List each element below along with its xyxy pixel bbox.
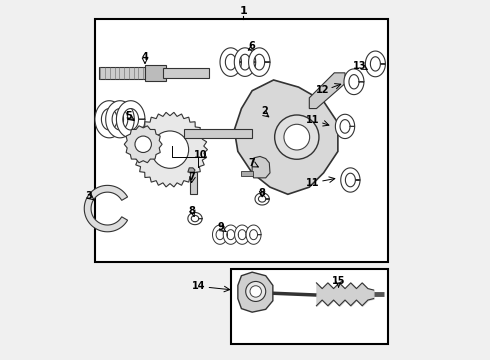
Polygon shape [132,112,207,187]
Bar [98,67,145,78]
Text: 2: 2 [261,107,268,116]
Polygon shape [117,101,145,138]
Text: 9: 9 [218,222,224,232]
Text: 14: 14 [192,282,205,292]
Circle shape [275,115,319,159]
Bar [163,68,209,78]
Polygon shape [234,80,338,194]
Circle shape [245,282,266,301]
Polygon shape [234,48,256,76]
Text: 6: 6 [249,41,255,51]
Circle shape [284,124,310,150]
Polygon shape [309,73,345,109]
Text: 15: 15 [332,276,345,286]
Text: 4: 4 [142,52,148,62]
Text: 8: 8 [189,206,196,216]
Polygon shape [95,101,123,138]
Text: 7: 7 [189,172,196,182]
Circle shape [250,286,262,297]
Bar [145,65,167,81]
Bar [184,129,252,138]
Text: 10: 10 [194,150,207,160]
Polygon shape [220,48,242,76]
Text: 11: 11 [306,178,319,188]
Polygon shape [255,193,270,205]
Polygon shape [252,157,270,178]
Polygon shape [84,185,127,232]
Bar [231,269,388,344]
Polygon shape [335,114,355,139]
Polygon shape [366,51,386,77]
Polygon shape [246,225,261,244]
Polygon shape [223,225,238,244]
Polygon shape [248,48,270,76]
Polygon shape [106,101,134,138]
Circle shape [151,131,189,168]
Bar [95,19,388,262]
Polygon shape [341,168,360,192]
Polygon shape [344,69,364,95]
Text: 5: 5 [125,111,132,121]
Text: 11: 11 [306,115,319,125]
Bar [242,171,253,176]
Text: 3: 3 [85,191,92,201]
Text: 1: 1 [239,6,247,17]
Text: 7: 7 [249,158,255,168]
Text: 8: 8 [259,188,266,198]
Circle shape [135,136,151,153]
Polygon shape [213,225,227,244]
Polygon shape [235,225,249,244]
Polygon shape [188,168,195,172]
Polygon shape [238,272,273,312]
Polygon shape [188,212,202,225]
Bar [190,172,197,194]
Text: 12: 12 [316,85,330,95]
Polygon shape [124,126,162,163]
Text: 13: 13 [353,61,366,71]
